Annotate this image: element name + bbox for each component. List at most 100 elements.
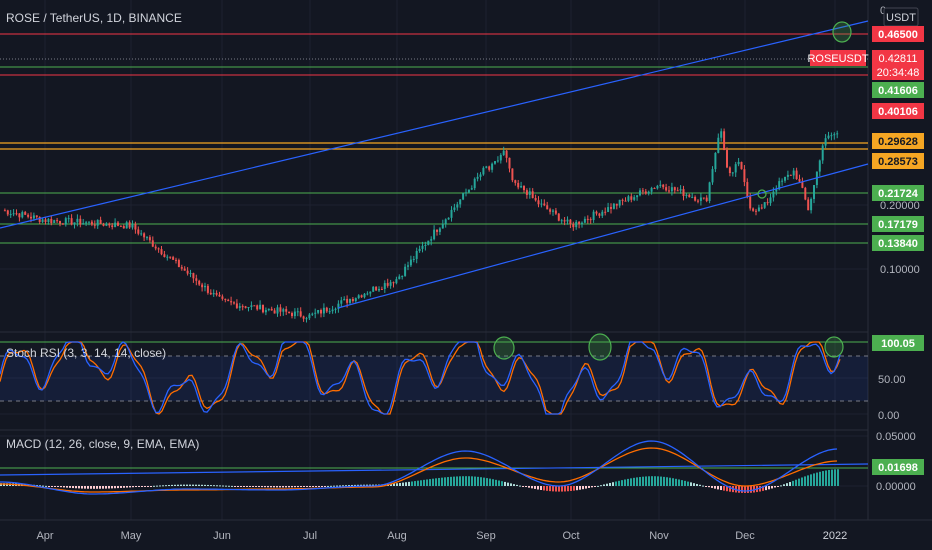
candle-body	[317, 309, 320, 313]
candle-body	[79, 218, 82, 225]
candle-body	[592, 211, 595, 220]
candle-body	[38, 216, 41, 222]
macd-hist-bar	[51, 486, 53, 487]
macd-hist-bar	[264, 486, 266, 488]
macd-hist-bar	[456, 476, 458, 486]
macd-hist-bar	[549, 486, 551, 492]
time-label-nov: Nov	[649, 530, 669, 542]
macd-hist-bar	[393, 483, 395, 486]
macd-hist-bar	[579, 486, 581, 490]
macd-hist-bar	[168, 485, 170, 487]
macd-hist-bar	[468, 476, 470, 486]
candle-body	[128, 222, 131, 228]
candle-body	[749, 196, 752, 209]
macd-hist-bar	[828, 469, 830, 486]
macd-hist-bar	[606, 483, 608, 486]
candle-body	[697, 200, 699, 202]
candle-body	[789, 174, 792, 176]
candle-body	[728, 167, 731, 174]
candle-body	[612, 203, 615, 209]
candle-body	[305, 318, 308, 320]
macd-hist-bar	[525, 486, 527, 488]
candle-body	[818, 160, 821, 172]
price-tag-041606-text: 0.41606	[878, 85, 918, 97]
macd-hist-bar	[153, 485, 155, 487]
candle-body	[291, 313, 293, 317]
macd-hist-bar	[771, 486, 773, 489]
macd-hist-bar	[597, 485, 599, 487]
candle-body	[137, 229, 140, 234]
macd-hist-bar	[489, 478, 491, 486]
price-tag-028573	[872, 153, 924, 169]
symbol-tag-text: ROSEUSDT	[807, 53, 868, 65]
macd-hist-bar	[300, 486, 302, 488]
candle-body	[311, 313, 314, 315]
macd-hist-bar	[336, 485, 338, 487]
candle-body	[247, 307, 250, 309]
time-label-sep: Sep	[476, 530, 496, 542]
macd-hist-bar	[339, 485, 341, 487]
macd-hist-bar	[132, 486, 134, 488]
candle-body	[189, 273, 192, 275]
price-axis[interactable]: 0 USDT 0.46500 ROSEUSDT 0.42811 20:34:48…	[807, 5, 924, 276]
macd-hist-bar	[192, 484, 194, 486]
candle-body	[238, 306, 241, 308]
candle-body	[801, 181, 804, 188]
candle-body	[186, 270, 189, 274]
candle-body	[114, 222, 117, 227]
candle-body	[389, 282, 392, 286]
macd-hist-bar	[795, 479, 797, 486]
macd-hist-bar	[831, 469, 833, 486]
candle-body	[407, 265, 409, 267]
candle-body	[325, 307, 328, 312]
candle-body	[760, 207, 763, 209]
candle-body	[117, 222, 119, 226]
candle-body	[204, 285, 206, 288]
candle-body	[308, 314, 311, 319]
macd-hist-bar	[429, 479, 431, 486]
macd-hist-bar	[327, 485, 329, 487]
time-axis[interactable]: Apr May Jun Jul Aug Sep Oct Nov Dec 2022	[36, 530, 847, 542]
macd-hist-bar	[234, 486, 236, 487]
macd-hist-bar	[708, 486, 710, 488]
macd-hist-bar	[252, 486, 254, 487]
axis-zero-label: 0	[880, 5, 886, 17]
candle-body	[821, 145, 824, 161]
candle-body	[508, 157, 511, 169]
candle-body	[209, 292, 212, 295]
candle-body	[299, 311, 302, 317]
macd-hist-bar	[90, 486, 92, 489]
candle-body	[598, 213, 601, 216]
candle-body	[166, 256, 169, 258]
candle-body	[293, 311, 296, 317]
macd-hist-bar	[87, 486, 89, 489]
macd-hist-bar	[102, 486, 104, 489]
macd-hist-bar	[294, 486, 296, 488]
macd-hist-bar	[414, 481, 416, 486]
macd-hist-bar	[498, 480, 500, 486]
macd-hist-bar	[819, 471, 821, 486]
candle-body	[56, 220, 59, 222]
macd-hist-bar	[180, 484, 182, 486]
candle-body	[688, 194, 691, 198]
candle-body	[641, 190, 644, 192]
symbol-title: ROSE / TetherUS, 1D, BINANCE	[6, 11, 182, 25]
macd-hist-bar	[639, 476, 641, 486]
candle-body	[198, 280, 201, 285]
macd-hist-bar	[150, 486, 152, 487]
time-label-dec: Dec	[735, 530, 755, 542]
macd-hist-bar	[603, 484, 605, 486]
candle-body	[708, 182, 711, 202]
candle-body	[491, 163, 494, 170]
stoch-current-text: 100.05	[881, 338, 915, 350]
candle-body	[740, 161, 743, 170]
channel-lower-line	[337, 163, 869, 309]
macd-hist-bar	[681, 480, 683, 486]
macd-hist-bar	[303, 486, 305, 487]
macd-hist-bar	[702, 485, 704, 487]
candle-body	[467, 189, 470, 193]
macd-hist-bar	[117, 486, 119, 489]
macd-hist-bar	[501, 481, 503, 486]
macd-hist-bar	[333, 485, 335, 487]
